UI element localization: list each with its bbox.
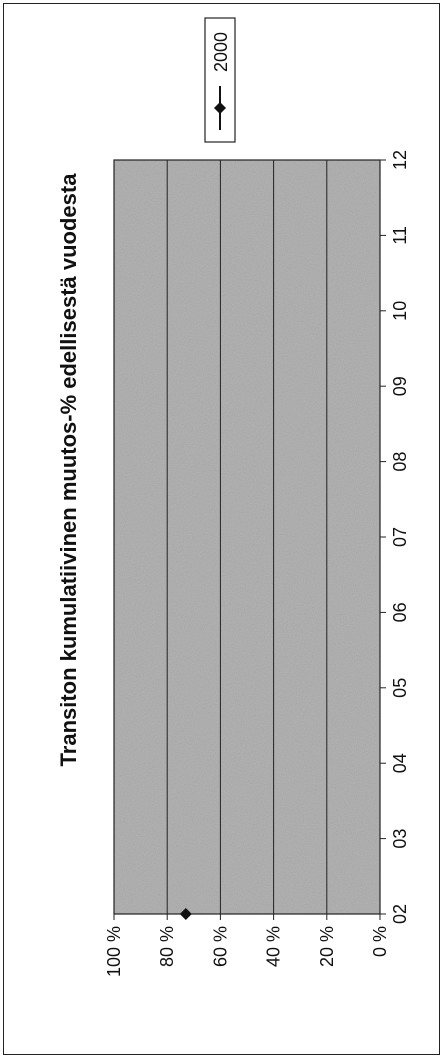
title-layer: Transiton kumulatiivinen muutos-% edelli… (56, 173, 81, 767)
plot-area (114, 160, 380, 914)
x-tick-label: 02 (390, 904, 410, 924)
series-layer (179, 908, 192, 920)
y-tick-label: 60 % (210, 926, 230, 967)
y-tick-label: 20 % (317, 926, 337, 967)
x-tick-label: 10 (390, 301, 410, 321)
x-tick-label: 04 (390, 753, 410, 773)
y-tick-label: 40 % (264, 926, 284, 967)
y-tick-label: 80 % (157, 926, 177, 967)
grid-layer (166, 160, 328, 914)
x-axis-ticks: 02 03 04 05 06 07 08 09 10 11 12 (380, 150, 410, 924)
x-tick-label: 05 (390, 678, 410, 698)
x-tick-label: 08 (390, 452, 410, 472)
x-tick-label: 09 (390, 376, 410, 396)
x-tick-label: 06 (390, 602, 410, 622)
legend-label-2000: 2000 (211, 32, 231, 72)
y-axis-ticks: 0 % 20 % 40 % 60 % 80 % 100 % (104, 914, 390, 977)
plot-layer (113, 159, 381, 915)
chart-title: Transiton kumulatiivinen muutos-% edelli… (56, 173, 81, 767)
legend-marker-icon (214, 102, 226, 114)
x-tick-label: 12 (390, 150, 410, 170)
legend: 2000 (204, 17, 236, 143)
data-point-marker (179, 908, 192, 920)
y-tick-label: 0 % (370, 926, 390, 957)
x-tick-label: 11 (390, 226, 410, 245)
y-tick-label: 100 % (104, 926, 124, 977)
x-tick-label: 07 (390, 527, 410, 547)
x-tick-label: 03 (390, 829, 410, 849)
